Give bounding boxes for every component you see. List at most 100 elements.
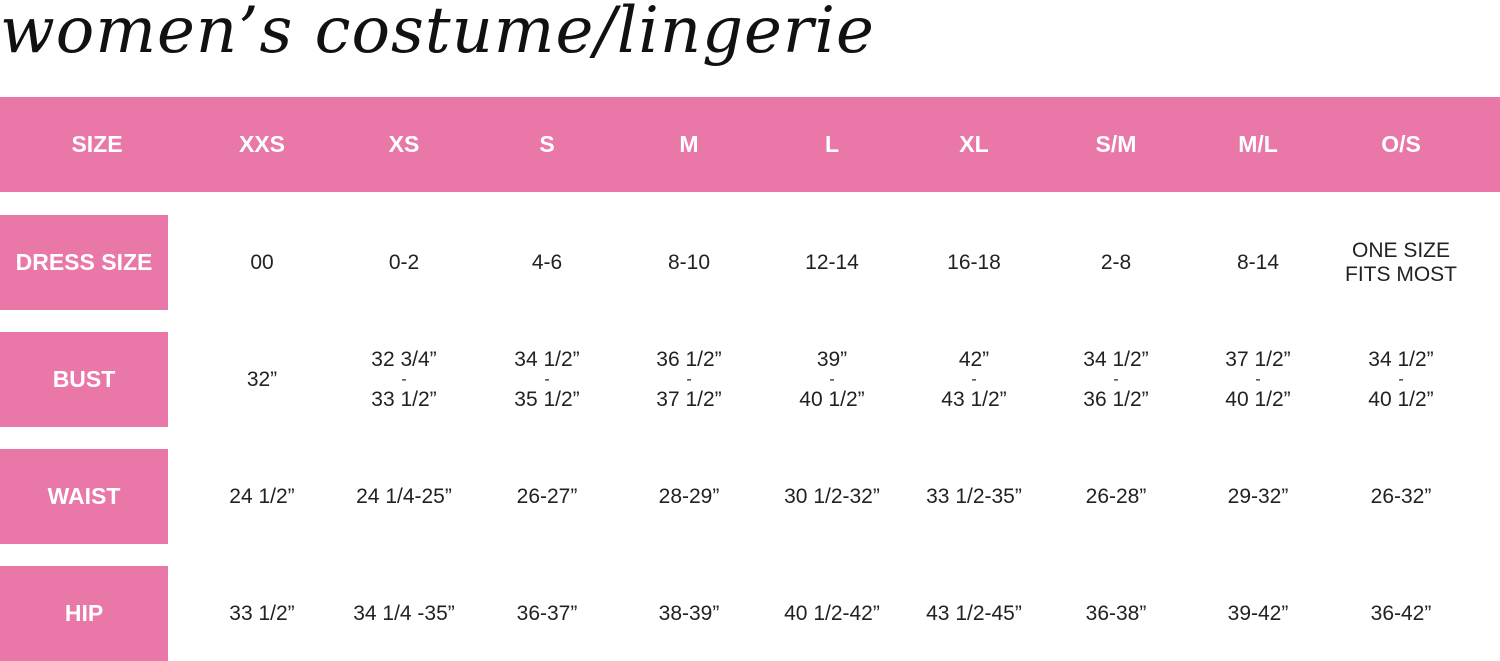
cell-text: 8-10 [667,250,711,274]
cell-text: FITS MOST [1345,262,1457,286]
size-header-s-m: S/M [1095,131,1137,157]
cell-text: 35 1/2” [514,387,580,411]
cell-text: 16-18 [947,250,1001,274]
cell-text: - [1113,370,1119,388]
cell-text: 32” [246,367,278,391]
cell-text: 36-37” [516,601,578,625]
table-cell: 32 3/4” -33 1/2” [333,332,475,427]
cell-text: 29-32” [1227,484,1289,508]
cell-text: 43 1/2” [941,387,1007,411]
cell-text: - [544,370,550,388]
cell-text: 26-32” [1370,484,1432,508]
row-label-waist: WAIST [0,449,168,544]
cell-text: - [1255,370,1261,388]
table-cell: ONE SIZE FITS MOST [1330,215,1472,310]
cell-text: 8-14 [1236,250,1280,274]
table-cell: 0-2 [333,215,475,310]
page-title: women’s costume/lingerie [0,0,875,68]
table-cell: 36-37” [476,566,618,661]
cell-text: - [686,370,692,388]
size-header-o-s: O/S [1381,131,1421,157]
table-cell: 39-42” [1187,566,1329,661]
cell-text: 36 1/2” [656,347,722,371]
row-label-bust: BUST [0,332,168,427]
size-header-m-l: M/L [1238,131,1278,157]
size-header-xs: XS [388,131,420,157]
size-header-xxs: XXS [238,131,286,157]
table-cell: 24 1/4-25” [333,449,475,544]
table-cell: 34 1/2” -40 1/2” [1330,332,1472,427]
table-cell: 16-18 [903,215,1045,310]
table-cell: 28-29” [618,449,760,544]
table-cell: 24 1/2” [191,449,333,544]
cell-text: 34 1/2” [514,347,580,371]
cell-text: 34 1/2” [1083,347,1149,371]
table-cell: 4-6 [476,215,618,310]
cell-text: 2-8 [1100,250,1132,274]
cell-text: 40 1/2” [1368,387,1434,411]
cell-text: 37 1/2” [1225,347,1291,371]
cell-text: 30 1/2-32” [784,484,880,508]
table-cell: 2-8 [1045,215,1187,310]
cell-text: - [1398,370,1404,388]
cell-text: 36-42” [1370,601,1432,625]
table-cell: 12-14 [761,215,903,310]
cell-text: 34 1/2” [1368,347,1434,371]
size-header-bar: SIZE XXS XS S M L XL S/M M/L O/S [0,97,1500,192]
table-cell: 34 1/2” -36 1/2” [1045,332,1187,427]
cell-text: 33 1/2-35” [926,484,1022,508]
cell-text: 28-29” [658,484,720,508]
table-cell: 40 1/2-42” [761,566,903,661]
table-cell: 39” -40 1/2” [761,332,903,427]
cell-text: 33 1/2” [371,387,437,411]
size-header-s: S [539,131,555,157]
table-cell: 36-42” [1330,566,1472,661]
cell-text: 4-6 [531,250,563,274]
table-cell: 26-28” [1045,449,1187,544]
size-header-m: M [679,131,699,157]
cell-text: 43 1/2-45” [926,601,1022,625]
size-header-l: L [824,131,840,157]
row-label-dress-size: DRESS SIZE [0,215,168,310]
table-cell: 34 1/4 -35” [333,566,475,661]
table-cell: 34 1/2” -35 1/2” [476,332,618,427]
cell-text: 38-39” [658,601,720,625]
cell-text: - [971,370,977,388]
table-cell: 8-14 [1187,215,1329,310]
table-cell: 32” [191,332,333,427]
cell-text: 34 1/4 -35” [353,601,455,625]
cell-text: 40 1/2-42” [784,601,880,625]
cell-text: 36 1/2” [1083,387,1149,411]
cell-text: 39” [816,347,848,371]
table-cell: 29-32” [1187,449,1329,544]
cell-text: - [829,370,835,388]
cell-text: 39-42” [1227,601,1289,625]
table-cell: 43 1/2-45” [903,566,1045,661]
table-cell: 37 1/2” -40 1/2” [1187,332,1329,427]
size-header-xl: XL [959,131,989,157]
table-cell: 8-10 [618,215,760,310]
table-cell: 33 1/2” [191,566,333,661]
table-cell: 00 [191,215,333,310]
cell-text: 24 1/2” [229,484,295,508]
cell-text: - [401,370,407,388]
row-label-hip: HIP [0,566,168,661]
table-cell: 26-32” [1330,449,1472,544]
cell-text: 40 1/2” [1225,387,1291,411]
cell-text: 40 1/2” [799,387,865,411]
cell-text: 26-27” [516,484,578,508]
table-cell: 30 1/2-32” [761,449,903,544]
cell-text: 37 1/2” [656,387,722,411]
cell-text: 0-2 [388,250,420,274]
table-cell: 26-27” [476,449,618,544]
table-cell: 38-39” [618,566,760,661]
cell-text: 26-28” [1085,484,1147,508]
table-cell: 42” -43 1/2” [903,332,1045,427]
cell-text: 12-14 [805,250,859,274]
cell-text: 33 1/2” [229,601,295,625]
cell-text: 00 [250,250,274,274]
table-cell: 36-38” [1045,566,1187,661]
size-column-header: SIZE [71,131,123,157]
cell-text: ONE SIZE [1351,238,1451,262]
table-cell: 36 1/2” -37 1/2” [618,332,760,427]
